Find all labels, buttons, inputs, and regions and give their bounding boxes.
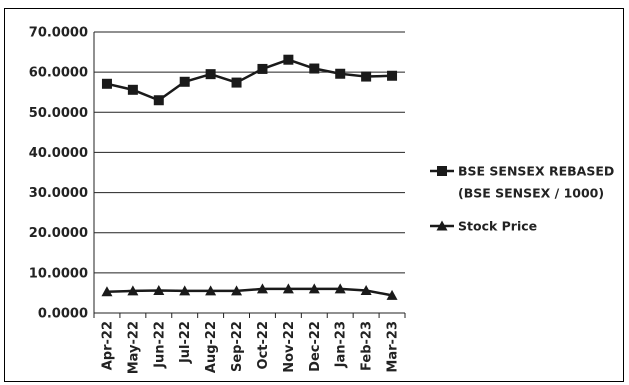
y-tick-label: 10.0000 [29, 266, 88, 281]
x-tick-label: Nov-22 [282, 321, 297, 373]
legend-triangle-marker [436, 220, 448, 231]
square-data-point [153, 95, 164, 106]
triangle-data-point [308, 283, 320, 294]
line-chart: 0.0000 10.0000 20.0000 30.0000 40.0000 50.000… [29, 26, 614, 375]
square-data-point [205, 69, 216, 80]
triangle-data-point [153, 285, 165, 296]
series-line [106, 287, 393, 297]
triangle-data-point [256, 283, 268, 294]
y-tick-label: 60.0000 [29, 66, 88, 81]
triangle-data-point [231, 285, 243, 296]
x-tick-label: Sep-22 [230, 321, 245, 372]
legend-square-marker [437, 166, 447, 176]
x-tick-label: Jun-22 [152, 321, 167, 369]
legend-label: Stock Price [458, 219, 537, 234]
y-axis-tick-labels: 0.0000 10.0000 20.0000 30.0000 40.0000 50.000… [29, 26, 88, 322]
y-tick-label: 20.0000 [29, 226, 88, 241]
triangle-data-point [205, 285, 217, 296]
x-tick-label: Jan-23 [334, 321, 349, 368]
y-tick-label: 70.0000 [29, 26, 88, 41]
y-tick-label: 50.0000 [29, 106, 88, 121]
square-data-point [127, 84, 138, 95]
legend-label: BSE SENSEX REBASED [458, 164, 614, 179]
square-data-point [231, 77, 242, 88]
triangle-data-point [386, 289, 398, 300]
y-tick-label: 0.0000 [38, 307, 88, 322]
triangle-data-point [360, 285, 372, 296]
x-tick-label: Dec-22 [308, 321, 323, 372]
x-tick-label: Oct-22 [256, 321, 271, 369]
square-data-point [335, 68, 346, 79]
triangle-data-point [334, 283, 346, 294]
series-lines [101, 54, 398, 300]
legend: BSE SENSEX REBASED (BSE SENSEX / 1000) Sto… [430, 164, 614, 234]
x-tick-label: Mar-23 [386, 321, 401, 373]
triangle-data-point [179, 285, 191, 296]
triangle-data-point [101, 286, 113, 297]
legend-label: (BSE SENSEX / 1000) [458, 186, 604, 201]
square-data-point [283, 54, 294, 65]
series-line [106, 58, 393, 102]
square-data-point [387, 70, 398, 81]
y-tick-label: 30.0000 [29, 186, 88, 201]
square-data-point [179, 76, 190, 87]
square-data-point [257, 63, 268, 74]
x-tick-label: Feb-23 [360, 321, 375, 371]
y-tick-label: 40.0000 [29, 146, 88, 161]
triangle-data-point [282, 283, 294, 294]
x-tick-label: Apr-22 [100, 321, 115, 370]
x-tick-label: May-22 [126, 321, 141, 374]
x-tick-label: Jul-22 [178, 321, 193, 364]
square-data-point [101, 78, 112, 89]
square-data-point [309, 63, 320, 74]
x-axis: Apr-22 May-22 Jun-22 Jul-22 Aug-22 Sep-22 Oct-… [93, 32, 406, 374]
square-data-point [361, 71, 372, 82]
triangle-data-point [127, 285, 139, 296]
x-tick-label: Aug-22 [204, 321, 219, 373]
chart-frame: 0.0000 10.0000 20.0000 30.0000 40.0000 50.000… [4, 8, 624, 382]
gridlines [94, 31, 405, 274]
